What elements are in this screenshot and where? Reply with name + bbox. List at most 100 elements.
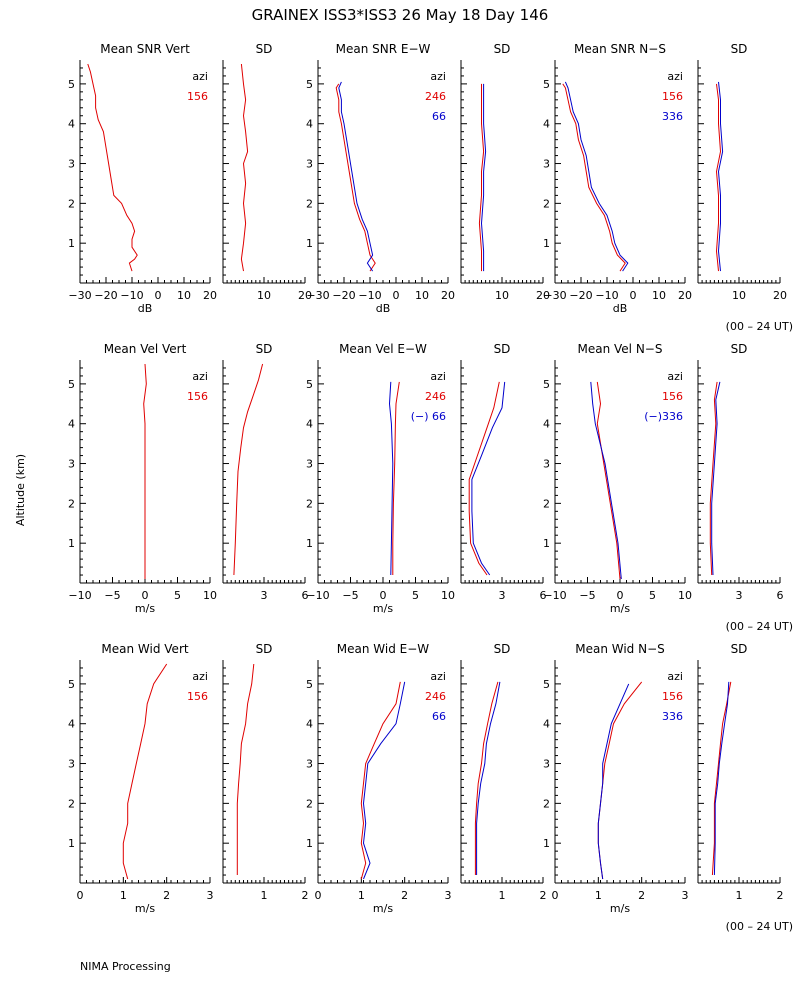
panel-6-x-tick-label: 10 (732, 289, 746, 302)
panel-17-y-tick-label: 1 (543, 837, 550, 850)
panel-13-legend-red: 156 (187, 690, 208, 703)
panel-17-legend-red: 156 (662, 690, 683, 703)
panel-17-x-tick-label: 2 (638, 889, 645, 902)
panel-15-y-tick-label: 3 (306, 758, 313, 771)
panel-13-x-tick-label: 1 (120, 889, 127, 902)
panel-15-legend-red: 246 (425, 690, 446, 703)
panel-3-y-tick-label: 4 (306, 118, 313, 131)
panel-5-x-label: dB (613, 302, 628, 315)
panel-4-series-red (478, 83, 485, 272)
panel-15-x-tick-label: 2 (401, 889, 408, 902)
panel-5-x-tick-label: 20 (678, 289, 692, 302)
panel-13-y-tick-label: 1 (68, 837, 75, 850)
panel-12-x-tick-label: 6 (777, 589, 784, 602)
panel-18-title: SD (731, 642, 748, 656)
panel-18-x-tick-label: 2 (777, 889, 784, 902)
panel-9-y-tick-label: 4 (306, 418, 313, 431)
panel-13-legend-title: azi (192, 670, 208, 683)
panel-7-y-tick-label: 1 (68, 537, 75, 550)
panel-13-y-tick-label: 4 (68, 718, 75, 731)
time-range-label-row2: (00 – 24 UT) (726, 620, 793, 633)
panel-11-legend-title: azi (667, 370, 683, 383)
panel-11-legend-red: 156 (662, 390, 683, 403)
y-axis-label: Altitude (km) (14, 454, 27, 526)
panel-9-y-tick-label: 1 (306, 537, 313, 550)
panel-10: SD 3 6 (460, 342, 547, 602)
panel-7-x-tick-label: 0 (142, 589, 149, 602)
panel-18: SD 1 2 (697, 642, 784, 902)
panel-5-legend-title: azi (667, 70, 683, 83)
panel-11-series-red (596, 381, 621, 580)
panel-9-x-tick-label: −5 (342, 589, 358, 602)
panel-3-y-tick-label: 3 (306, 158, 313, 171)
panel-5-x-tick-label: 10 (652, 289, 666, 302)
panel-17-y-tick-label: 4 (543, 718, 550, 731)
panel-11-y-tick-label: 3 (543, 458, 550, 471)
panel-3-x-tick-label: 10 (415, 289, 429, 302)
panel-15-x-tick-label: 3 (445, 889, 452, 902)
panel-15-x-label: m/s (373, 902, 393, 915)
panel-17-x-tick-label: 3 (682, 889, 689, 902)
panel-8-x-tick-label: 3 (261, 589, 268, 602)
panel-9-x-tick-label: 10 (441, 589, 455, 602)
panel-9-x-tick-label: −10 (306, 589, 329, 602)
panel-2-x-tick-label: 20 (298, 289, 312, 302)
panel-11: Mean Vel N−S 1 2 3 4 5 −10 −5 0 5 10 m/s azi 156 (−)33… (543, 342, 692, 615)
panel-15: Mean Wid E−W 1 2 3 4 5 0 1 2 3 m/s azi 246 66 (306, 642, 452, 915)
panel-15-series-blue (362, 681, 406, 880)
panel-14-x-tick-label: 2 (302, 889, 309, 902)
panel-14-series-red (236, 663, 255, 875)
panel-9-y-tick-label: 3 (306, 458, 313, 471)
panel-1-x-tick-label: −10 (120, 289, 143, 302)
panel-9-y-tick-label: 2 (306, 497, 313, 510)
panel-9-x-label: m/s (373, 602, 393, 615)
panel-11-title: Mean Vel N−S (578, 342, 663, 356)
panel-12-series-red (709, 381, 718, 576)
panel-17-y-tick-label: 5 (543, 678, 550, 691)
panel-4-x-tick-label: 20 (536, 289, 550, 302)
panel-16-x-tick-label: 2 (540, 889, 547, 902)
panel-6-x-tick-label: 20 (773, 289, 787, 302)
panel-3-legend-blue: 66 (432, 110, 446, 123)
panel-3: Mean SNR E−W 1 2 3 4 5 −30 −20 −10 0 10 20 dB azi 246 6… (306, 42, 455, 315)
panel-15-y-tick-label: 1 (306, 837, 313, 850)
panel-9-title: Mean Vel E−W (339, 342, 427, 356)
panel-13-x-tick-label: 0 (77, 889, 84, 902)
panel-3-y-tick-label: 1 (306, 237, 313, 250)
panel-15-y-tick-label: 4 (306, 718, 313, 731)
panel-13-x-tick-label: 2 (163, 889, 170, 902)
panel-15-series-red (360, 681, 401, 880)
panel-16: SD 1 2 (460, 642, 547, 902)
panel-16-series-blue (476, 681, 501, 875)
panel-9-series-blue (388, 381, 394, 576)
panel-11-series-blue (590, 381, 622, 580)
panel-2-title: SD (256, 42, 273, 56)
panel-13: Mean Wid Vert 1 2 3 4 5 0 1 2 3 m/s azi 156 (68, 642, 214, 915)
panel-1-legend-title: azi (192, 70, 208, 83)
panel-4-title: SD (494, 42, 511, 56)
panel-1-x-tick-label: 10 (177, 289, 191, 302)
panel-17-x-tick-label: 1 (595, 889, 602, 902)
panel-13-y-tick-label: 5 (68, 678, 75, 691)
panel-11-y-tick-label: 4 (543, 418, 550, 431)
panel-1-series-red (87, 63, 138, 272)
panel-13-title: Mean Wid Vert (101, 642, 188, 656)
panel-7-x-tick-label: −10 (68, 589, 91, 602)
panel-7: Mean Vel Vert 1 2 3 4 5 −10 −5 0 5 10 m/s azi 156 (68, 342, 217, 615)
panel-12-x-tick-label: 3 (736, 589, 743, 602)
panel-15-y-tick-label: 5 (306, 678, 313, 691)
panel-1-title: Mean SNR Vert (100, 42, 190, 56)
panel-16-title: SD (494, 642, 511, 656)
panel-13-y-tick-label: 3 (68, 758, 75, 771)
panel-6: SD 10 20 (697, 42, 787, 302)
panel-10-title: SD (494, 342, 511, 356)
panel-9-y-tick-label: 5 (306, 378, 313, 391)
panel-7-y-tick-label: 4 (68, 418, 75, 431)
panel-1-x-label: dB (138, 302, 153, 315)
panel-1-y-tick-label: 3 (68, 158, 75, 171)
panel-17-series-blue (597, 683, 630, 880)
panel-7-y-tick-label: 5 (68, 378, 75, 391)
panel-5-series-blue (564, 81, 629, 272)
panel-16-x-tick-label: 1 (499, 889, 506, 902)
panel-14-title: SD (256, 642, 273, 656)
